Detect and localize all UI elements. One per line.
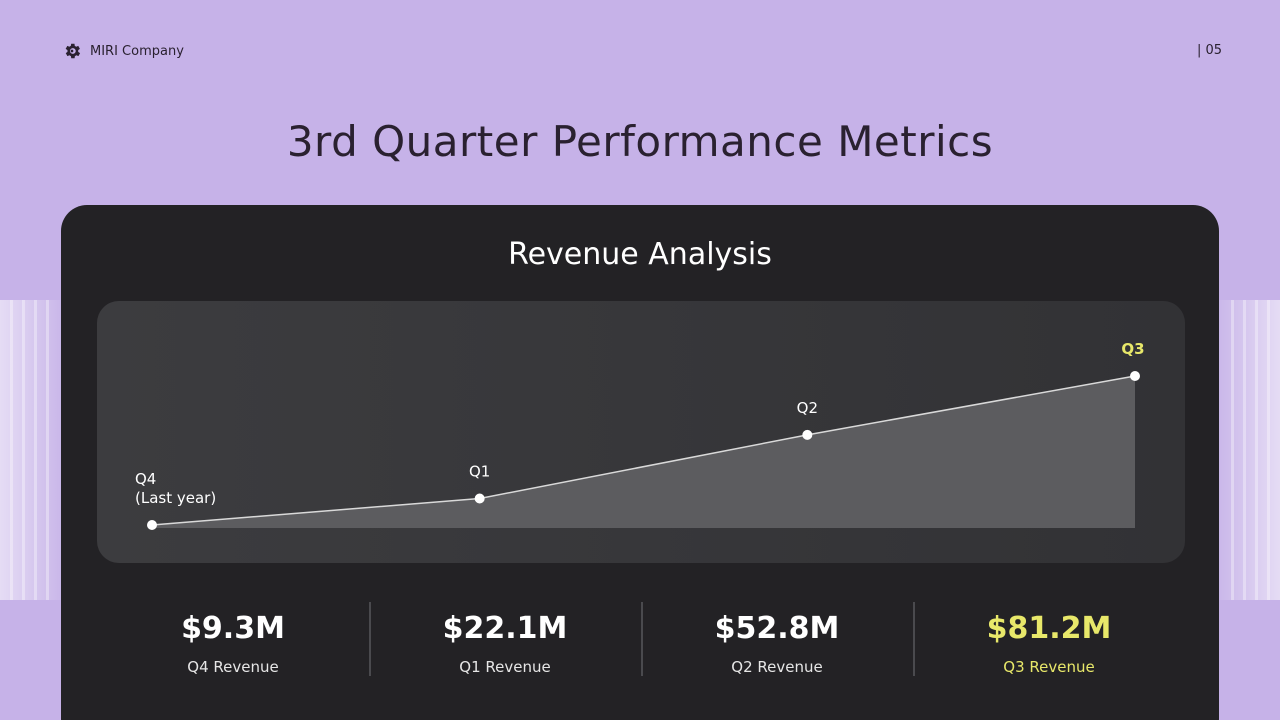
data-label: Q3 bbox=[1121, 340, 1144, 358]
left-glow-decoration bbox=[0, 300, 70, 600]
right-glow-decoration bbox=[1210, 300, 1280, 600]
data-point-q3 bbox=[1130, 371, 1140, 381]
stat-label: Q3 Revenue bbox=[1003, 658, 1095, 676]
stats-row: $9.3M Q4 Revenue $22.1M Q1 Revenue $52.8… bbox=[97, 597, 1185, 676]
data-point-q4 bbox=[147, 520, 157, 530]
data-point-q1 bbox=[474, 493, 485, 504]
revenue-card: Revenue Analysis Q4 (Last year) Q1 Q2 Q3 $9.… bbox=[61, 205, 1219, 720]
stat-q3: $81.2M Q3 Revenue bbox=[913, 597, 1185, 676]
stat-value: $81.2M bbox=[986, 611, 1112, 646]
gear-icon bbox=[65, 43, 81, 59]
stat-label: Q2 Revenue bbox=[731, 658, 823, 676]
data-label: Q1 bbox=[469, 462, 490, 480]
page-title: 3rd Quarter Performance Metrics bbox=[286, 117, 994, 166]
stat-value: $52.8M bbox=[714, 611, 840, 646]
revenue-chart: Q4 (Last year) Q1 Q2 Q3 bbox=[97, 301, 1185, 563]
stat-label: Q1 Revenue bbox=[459, 658, 551, 676]
page-number: | 05 bbox=[1196, 43, 1222, 58]
stat-q1: $22.1M Q1 Revenue bbox=[369, 597, 641, 676]
company-name: MIRI Company bbox=[90, 43, 184, 59]
data-label: Q2 bbox=[797, 399, 818, 417]
data-label: Q4 bbox=[135, 470, 156, 488]
revenue-line bbox=[151, 375, 1136, 526]
stat-value: $9.3M bbox=[181, 611, 285, 646]
brand: MIRI Company bbox=[62, 41, 184, 61]
stat-q2: $52.8M Q2 Revenue bbox=[641, 597, 913, 676]
revenue-area bbox=[152, 376, 1135, 528]
stat-value: $22.1M bbox=[442, 611, 568, 646]
stat-label: Q4 Revenue bbox=[187, 658, 279, 676]
card-title: Revenue Analysis bbox=[508, 237, 772, 272]
data-point-q2 bbox=[802, 429, 813, 440]
data-label: (Last year) bbox=[135, 489, 216, 507]
stat-q4: $9.3M Q4 Revenue bbox=[97, 597, 369, 676]
